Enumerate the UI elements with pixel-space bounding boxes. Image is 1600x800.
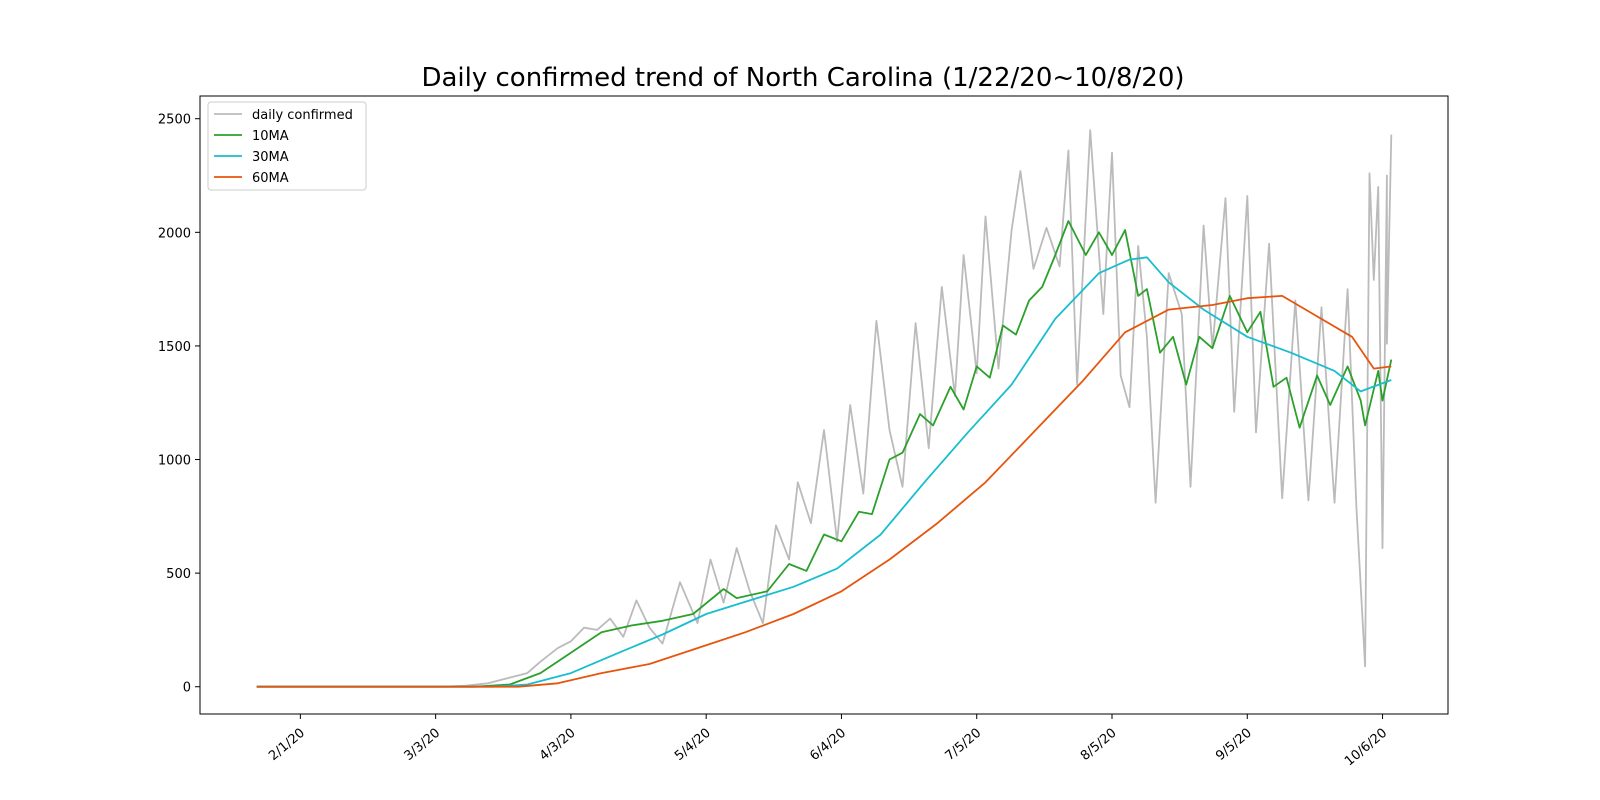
legend-label: 10MA [252,129,289,144]
x-axis: 2/1/20 3/3/20 4/3/20 5/4/20 6/4/20 7/5/20 8/5/… [266,714,1390,769]
x-tick-label: 10/6/20 [1342,726,1390,770]
chart-title: Daily confirmed trend of North Carolina … [421,63,1184,93]
y-tick-label: 0 [183,681,191,696]
y-tick-label: 2000 [158,226,191,241]
legend-label: 30MA [252,150,289,165]
series-line-daily-confirmed [256,129,1393,688]
series-lines [256,129,1393,688]
plot-frame [199,95,1449,715]
x-tick-label: 7/5/20 [943,726,985,764]
series-line-30ma [256,256,1392,688]
x-tick-label: 9/5/20 [1213,726,1255,764]
y-axis: 0 500 1000 1500 2000 2500 [158,113,200,696]
x-tick-label: 5/4/20 [672,726,714,764]
legend-box [207,101,367,191]
legend: daily confirmed 10MA 30MA 60MA [207,101,367,191]
x-tick-label: 4/3/20 [537,726,579,764]
y-tick-label: 2500 [158,113,191,128]
y-tick-label: 500 [166,567,191,582]
y-tick-label: 1000 [158,454,191,469]
series-line-10ma [256,220,1393,688]
x-tick-label: 2/1/20 [266,726,308,764]
x-tick-label: 3/3/20 [402,726,444,764]
x-tick-label: 8/5/20 [1078,726,1120,764]
series-line-60ma [256,294,1392,688]
legend-label: daily confirmed [252,108,353,123]
legend-label: 60MA [252,171,289,186]
x-tick-label: 6/4/20 [807,726,849,764]
y-tick-label: 1500 [158,340,191,355]
